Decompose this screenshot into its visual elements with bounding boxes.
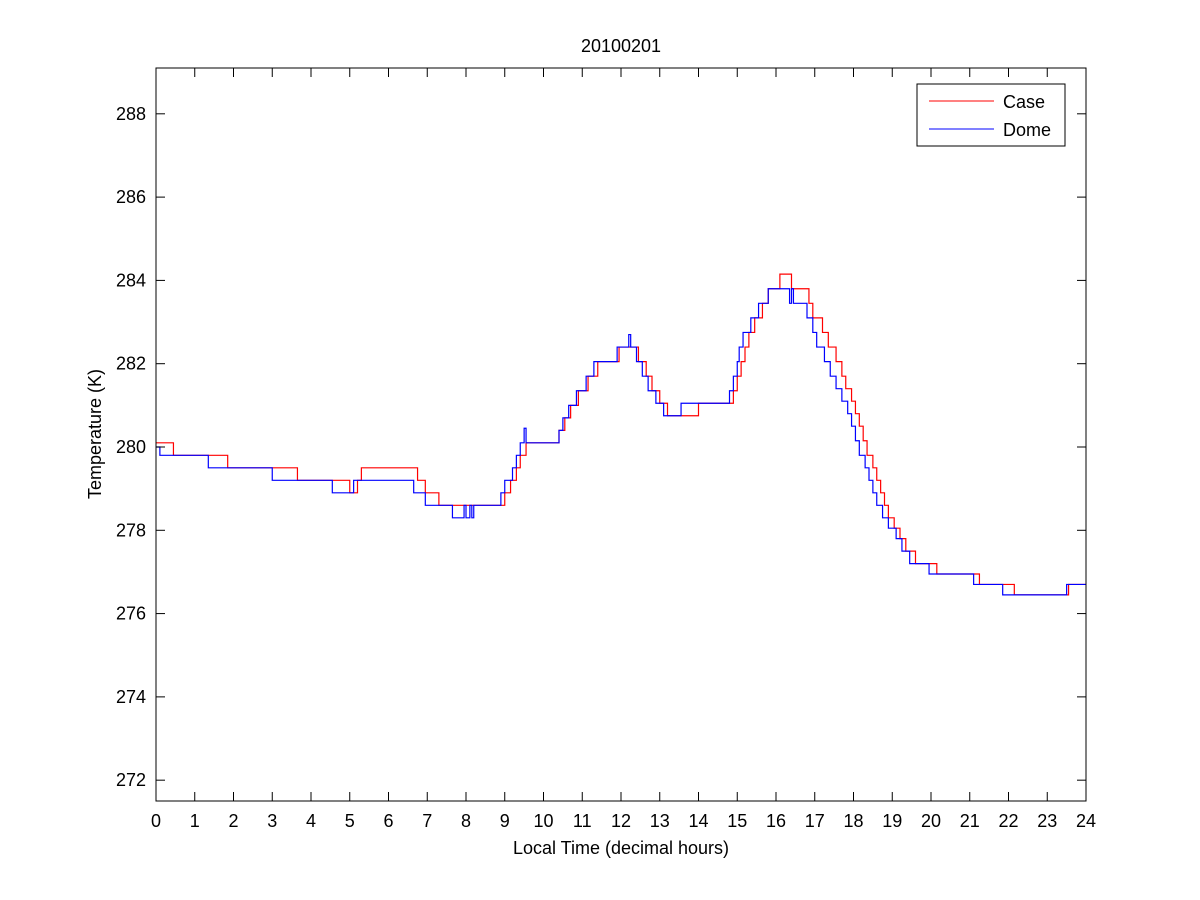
x-tick-label: 1 <box>190 811 200 831</box>
y-tick-label: 286 <box>116 187 146 207</box>
x-tick-label: 9 <box>500 811 510 831</box>
x-tick-label: 18 <box>843 811 863 831</box>
y-tick-label: 274 <box>116 687 146 707</box>
y-tick-label: 284 <box>116 270 146 290</box>
plot-area <box>156 68 1086 801</box>
legend-box <box>916 83 1066 147</box>
y-tick-label: 272 <box>116 770 146 790</box>
x-tick-label: 15 <box>727 811 747 831</box>
x-tick-label: 20 <box>921 811 941 831</box>
y-tick-label: 276 <box>116 604 146 624</box>
y-tick-label: 280 <box>116 437 146 457</box>
x-tick-label: 17 <box>805 811 825 831</box>
x-tick-label: 13 <box>650 811 670 831</box>
x-tick-label: 5 <box>345 811 355 831</box>
y-tick-label: 288 <box>116 104 146 124</box>
x-tick-label: 22 <box>998 811 1018 831</box>
x-tick-label: 23 <box>1037 811 1057 831</box>
legend: Case Dome <box>916 83 1066 147</box>
x-tick-label: 14 <box>688 811 708 831</box>
legend-label-dome: Dome <box>1003 120 1051 140</box>
series-layer <box>156 273 1086 596</box>
chart-title: 20100201 <box>581 36 661 56</box>
series-line-dome <box>156 288 1086 596</box>
x-tick-label: 6 <box>383 811 393 831</box>
y-axis-label: Temperature (K) <box>85 369 105 499</box>
x-axis-label: Local Time (decimal hours) <box>513 838 729 858</box>
x-tick-label: 16 <box>766 811 786 831</box>
x-tick-label: 19 <box>882 811 902 831</box>
legend-label-case: Case <box>1003 92 1045 112</box>
x-tick-label: 7 <box>422 811 432 831</box>
y-tick-label: 278 <box>116 520 146 540</box>
ticks-layer: 0 1 2 3 4 5 6 7 8 9 10 11 12 13 14 15 16 17 18 19 20 21 22 23 24… <box>116 68 1096 831</box>
x-tick-label: 24 <box>1076 811 1096 831</box>
x-tick-label: 10 <box>533 811 553 831</box>
x-tick-label: 0 <box>151 811 161 831</box>
x-tick-label: 4 <box>306 811 316 831</box>
x-tick-label: 8 <box>461 811 471 831</box>
x-tick-label: 2 <box>228 811 238 831</box>
x-tick-label: 11 <box>573 811 592 831</box>
y-tick-label: 282 <box>116 354 146 374</box>
x-tick-label: 12 <box>611 811 631 831</box>
x-tick-label: 21 <box>960 811 980 831</box>
series-line-case <box>156 273 1086 596</box>
x-tick-label: 3 <box>267 811 277 831</box>
